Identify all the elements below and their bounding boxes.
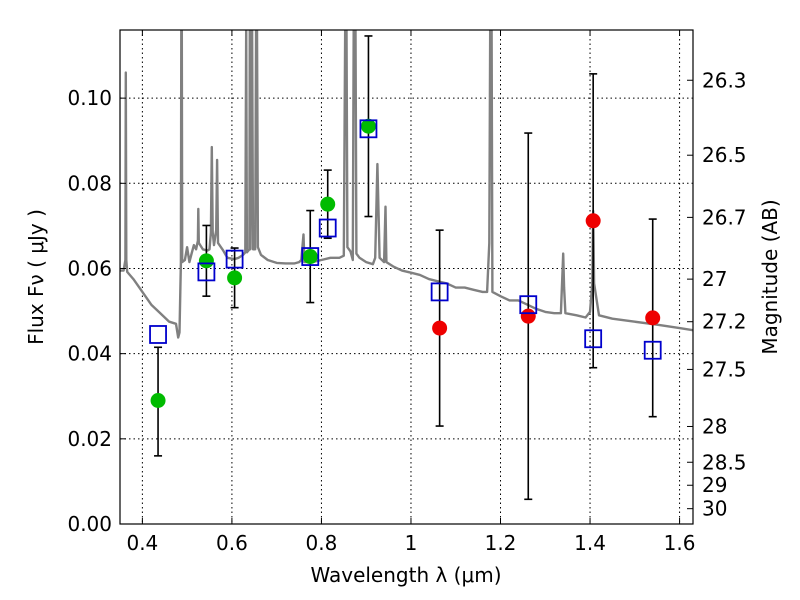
right-tick-label: 26.5: [702, 143, 747, 167]
green-data-point: [198, 253, 214, 269]
grid: [120, 30, 693, 525]
y-tick-label: 0.08: [67, 171, 112, 195]
model-photometry-square: [359, 119, 378, 139]
model-spectrum-layer: [120, 30, 693, 339]
model-photometry-square: [519, 295, 538, 315]
model-photometry-square: [643, 340, 662, 360]
right-axis-title: Magnitude (AB): [758, 199, 782, 354]
right-tick-label: 30: [702, 497, 727, 521]
x-tick-label: 1: [405, 531, 418, 555]
red-data-point: [645, 310, 661, 326]
right-tick-label: 27.2: [702, 310, 747, 334]
y-tick-label: 0.06: [67, 256, 112, 280]
right-tick-label: 26.7: [702, 205, 747, 229]
y-tick-label: 0.00: [67, 512, 112, 536]
green-data-point: [227, 270, 243, 286]
model-photometry-square: [149, 325, 167, 344]
y-tick-label: 0.04: [67, 342, 112, 366]
green-data-point: [302, 249, 318, 265]
model-photometry-square: [197, 262, 216, 282]
x-axis-title: Wavelength λ (μm): [310, 563, 501, 587]
x-tick-label: 1.6: [664, 531, 696, 555]
right-tick-label: 28.5: [702, 450, 747, 474]
red-data-point: [585, 213, 601, 229]
right-tick-label: 27: [702, 267, 727, 291]
model-photometry-square: [225, 249, 244, 269]
x-tick-label: 1.4: [574, 531, 606, 555]
right-tick-label: 27.5: [702, 357, 747, 381]
y-tick-label: 0.02: [67, 427, 112, 451]
plot-frame: [119, 29, 694, 525]
green-data-point: [360, 118, 376, 134]
right-tick-label: 26.3: [702, 68, 747, 92]
ticks: 0.4 0.6 0.8 1 1.2 1.4 1.6 0.00 0.02 0.04 0.06 0.08 0…: [67, 30, 747, 555]
model-photometry-square: [318, 218, 337, 238]
right-tick-label: 28: [702, 414, 727, 438]
y-axis-title: Flux Fν ( μJy ): [24, 209, 48, 345]
model-photometry-square: [301, 247, 320, 266]
green-data-point: [150, 393, 166, 408]
model-photometry-square: [430, 282, 449, 302]
markers-layer: [149, 35, 662, 501]
right-tick-label: 29: [702, 473, 727, 497]
green-data-point: [320, 196, 336, 212]
x-tick-label: 0.4: [126, 531, 158, 555]
model-photometry-square: [584, 329, 603, 349]
x-tick-label: 0.6: [216, 531, 248, 555]
x-tick-label: 1.2: [485, 531, 517, 555]
red-data-point: [520, 308, 536, 324]
red-data-point: [432, 320, 448, 336]
y-tick-label: 0.10: [67, 86, 112, 110]
x-tick-label: 0.8: [306, 531, 338, 555]
model-spectrum-line: [120, 30, 693, 339]
